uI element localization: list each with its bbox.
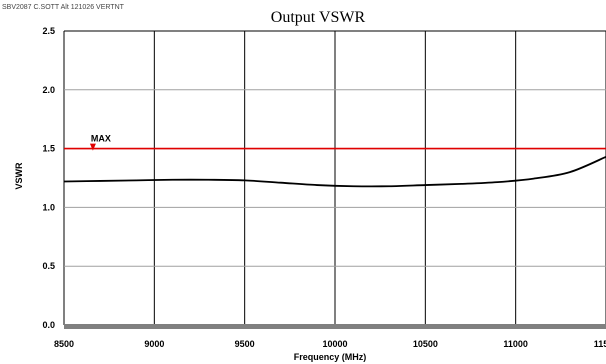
y-tick-label: 1.0 — [42, 202, 55, 212]
x-tick-label: 10000 — [322, 339, 347, 349]
x-tick-labels: 8500 9000 9500 10000 10500 11000 11500 — [54, 339, 606, 349]
x-tick-label: 10500 — [413, 339, 438, 349]
y-axis-label: VSWR — [14, 162, 24, 190]
x-tick-label: 9500 — [235, 339, 255, 349]
x-axis-label: Frequency (MHz) — [294, 352, 367, 362]
x-tick-label: 8500 — [54, 339, 74, 349]
max-marker-icon — [89, 143, 96, 151]
y-tick-labels: 0.0 0.5 1.0 1.5 2.0 2.5 — [42, 26, 55, 330]
y-tick-label: 1.5 — [42, 144, 55, 154]
y-tick-label: 0.5 — [42, 261, 55, 271]
grid-lines — [63, 30, 606, 326]
x-tick-label: 11500 — [594, 339, 606, 349]
header-text: SBV2087 C.SOTT Alt 121026 VERTNT — [2, 4, 125, 11]
baseline-band — [64, 324, 606, 329]
max-label: MAX — [91, 134, 111, 144]
y-tick-label: 2.5 — [42, 26, 55, 36]
series-line — [63, 156, 606, 188]
x-tick-label: 9000 — [144, 339, 164, 349]
chart-title: Output VSWR — [271, 9, 366, 26]
y-tick-label: 0.0 — [42, 320, 55, 330]
x-tick-label: 11000 — [503, 339, 528, 349]
y-tick-label: 2.0 — [42, 85, 55, 95]
